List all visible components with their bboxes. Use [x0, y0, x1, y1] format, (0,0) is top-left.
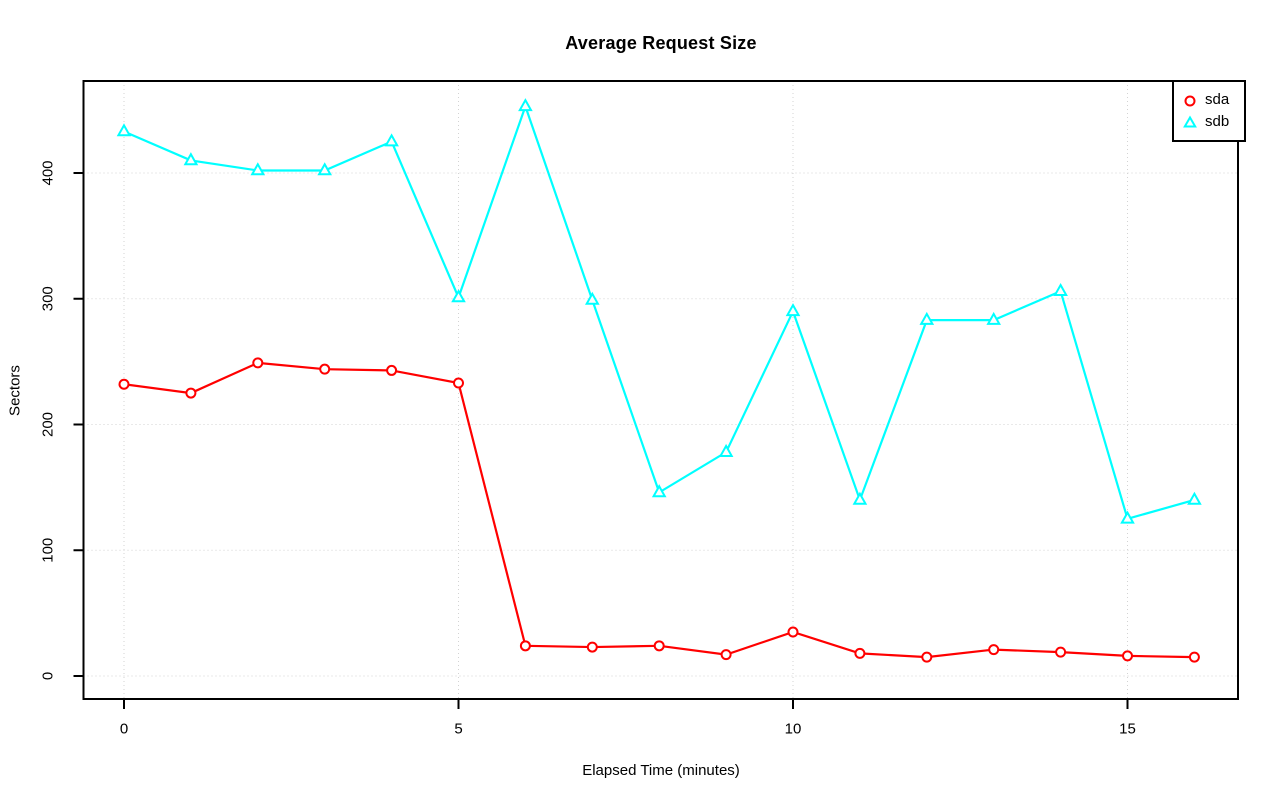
sda-data-marker	[185, 387, 197, 399]
legend: sda sdb	[1172, 80, 1246, 142]
sdb-data-marker	[183, 152, 199, 166]
y-axis-label: Sectors	[6, 365, 24, 416]
sdb-data-marker	[1053, 282, 1068, 297]
sdb-data-marker	[1120, 510, 1135, 524]
sda-data-marker	[386, 364, 398, 376]
sda-data-marker	[118, 378, 130, 390]
sda-data-marker	[988, 644, 1000, 656]
sda-data-marker	[653, 640, 665, 652]
legend-label-sda: sda	[1205, 91, 1230, 108]
sdb-data-marker	[986, 311, 1002, 325]
x-axis-label: Elapsed Time (minutes)	[582, 762, 740, 779]
sda-data-marker	[319, 363, 331, 375]
sdb-data-marker	[250, 162, 266, 176]
series-line-sdb	[123, 103, 1195, 521]
sda-data-marker	[252, 357, 264, 369]
sdb-data-marker	[584, 291, 600, 305]
chart-title: Average Request Size	[565, 33, 757, 53]
sdb-data-marker	[384, 133, 399, 147]
legend-item-sdb: sdb	[1181, 111, 1244, 133]
sdb-triangle-icon	[1183, 115, 1197, 128]
sda-data-marker	[854, 647, 866, 659]
x-tick-label: 0	[120, 721, 128, 738]
sdb-data-marker	[518, 98, 533, 112]
x-tick-label: 5	[454, 721, 462, 738]
sda-data-marker	[1188, 651, 1200, 663]
series-line-sda	[123, 361, 1195, 659]
sda-legend-marker	[1184, 95, 1196, 107]
sdb-data-marker	[852, 491, 868, 505]
y-tick-label: 100	[40, 538, 57, 563]
sda-data-marker	[586, 641, 598, 653]
legend-item-sda: sda	[1181, 89, 1244, 111]
y-tick-label: 200	[40, 412, 57, 437]
sdb-data-marker	[919, 311, 935, 325]
x-tick-label: 15	[1119, 721, 1136, 738]
sda-data-marker	[453, 377, 464, 389]
sda-data-marker	[1055, 646, 1067, 658]
sda-data-marker	[1122, 650, 1133, 662]
sdb-data-marker	[116, 123, 132, 137]
sdb-data-marker	[718, 443, 734, 457]
sdb-data-marker	[651, 484, 667, 498]
sdb-data-marker	[785, 303, 801, 317]
sda-data-marker	[519, 640, 531, 652]
sdb-data-marker	[317, 162, 333, 176]
sdb-legend-marker	[1183, 115, 1197, 128]
y-tick-label: 0	[40, 672, 57, 680]
sda-circle-icon	[1184, 95, 1196, 107]
sda-data-marker	[787, 626, 799, 638]
sda-data-marker	[921, 651, 933, 663]
plot-border	[82, 80, 1239, 700]
sdb-data-marker	[451, 289, 466, 303]
legend-label-sdb: sdb	[1205, 113, 1230, 130]
y-tick-label: 400	[40, 160, 57, 185]
sda-data-marker	[720, 649, 732, 661]
sdb-data-marker	[1187, 491, 1202, 505]
x-tick-label: 10	[785, 721, 802, 738]
y-tick-label: 300	[40, 286, 57, 311]
